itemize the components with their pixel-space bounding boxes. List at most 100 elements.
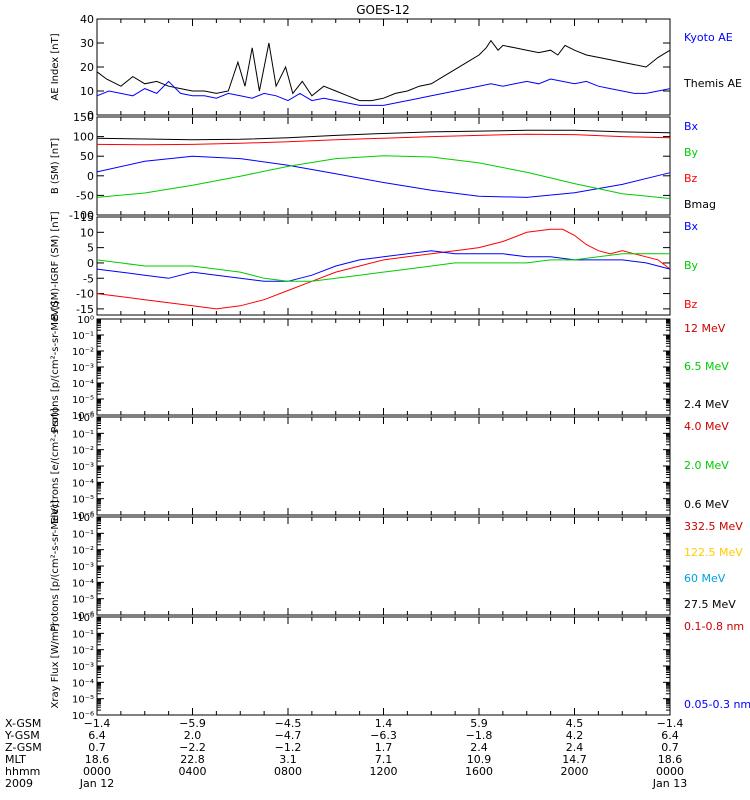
y-tick-label: 10⁻² xyxy=(72,646,94,657)
y-tick-label: 10⁻⁶ xyxy=(72,511,94,522)
y-tick-label: 10 xyxy=(80,85,94,98)
legend-label: 122.5 MeV xyxy=(684,546,743,559)
y-axis-label: Electrons [e/(cm²-s-sr)] xyxy=(50,408,61,524)
y-tick-label: 10⁻⁴ xyxy=(72,578,94,589)
table-cell: 2.0 xyxy=(184,729,202,742)
y-tick-label: 10⁻³ xyxy=(72,363,94,374)
table-cell: 4.2 xyxy=(566,729,584,742)
y-tick-label: 10⁻² xyxy=(72,347,94,358)
table-cell: 0.7 xyxy=(88,741,106,754)
panel-frame xyxy=(96,616,671,716)
series-line-bsm-bz xyxy=(96,133,671,146)
panel-frame xyxy=(96,416,671,516)
legend-label: Bmag xyxy=(684,198,716,211)
legend-label: 0.1-0.8 nm xyxy=(684,620,744,633)
y-tick-label: 10⁰ xyxy=(77,413,94,424)
legend-label: Bz xyxy=(684,172,698,185)
y-tick-label: 40 xyxy=(80,13,94,26)
y-tick-label: -100 xyxy=(69,209,94,222)
panel-ae: 0 10 20 30 40 AE Index [nT] Kyoto AE Themis AE xyxy=(50,13,742,122)
table-cell: −2.2 xyxy=(179,741,206,754)
legend-label: By xyxy=(684,146,699,159)
table-cell: −1.8 xyxy=(466,729,493,742)
legend-label: By xyxy=(684,259,699,272)
y-axis-label: Protons [p/(cm²-s-sr-MeV)] xyxy=(50,301,61,433)
chart-title: GOES-12 xyxy=(356,3,410,17)
panel-frame xyxy=(96,116,671,216)
table-cell: 3.1 xyxy=(279,753,297,766)
legend-label: 332.5 MeV xyxy=(684,520,743,533)
panel-frame xyxy=(96,318,671,416)
table-cell: Jan 12 xyxy=(79,777,114,790)
y-tick-label: 10⁻³ xyxy=(72,562,94,573)
y-tick-label: 10⁻¹ xyxy=(72,429,94,440)
y-tick-label: 100 xyxy=(73,131,94,144)
y-tick-label: 10⁰ xyxy=(77,315,94,326)
y-tick-label: 10⁻⁴ xyxy=(72,678,94,689)
table-cell: 0000 xyxy=(83,765,111,778)
y-tick-label: 0 xyxy=(87,170,94,183)
legend-label: Bx xyxy=(684,220,699,233)
y-tick-label: 10⁻⁴ xyxy=(72,379,94,390)
y-tick-label: 0 xyxy=(87,109,94,122)
y-tick-label: 30 xyxy=(80,37,94,50)
table-cell: 1200 xyxy=(370,765,398,778)
y-axis-label: AE Index [nT] xyxy=(50,33,61,100)
table-row-label: 2009 xyxy=(5,777,33,790)
panel-protons_high: 10⁻⁶ 10⁻⁵ 10⁻⁴ 10⁻³ 10⁻² 10⁻¹ 10⁰ Protons [p/(c… xyxy=(50,500,743,632)
y-tick-label: 10⁻⁵ xyxy=(72,395,94,406)
series-line-bsm-by xyxy=(96,155,671,199)
y-tick-label: 5 xyxy=(87,242,94,255)
table-cell: 18.6 xyxy=(658,753,683,766)
y-tick-label: 10⁻⁶ xyxy=(72,411,94,422)
table-cell: 4.5 xyxy=(566,717,584,730)
y-tick-label: 10⁰ xyxy=(77,513,94,524)
y-tick-label: 50 xyxy=(80,150,94,163)
legend-label: 0.05-0.3 nm xyxy=(684,698,750,711)
panel-frame xyxy=(96,18,671,116)
y-tick-label: 10⁻⁵ xyxy=(72,695,94,706)
table-cell: 0800 xyxy=(274,765,302,778)
table-cell: 1.7 xyxy=(375,741,393,754)
y-tick-label: 10⁻³ xyxy=(72,462,94,473)
y-tick-label: 10⁻³ xyxy=(72,662,94,673)
y-axis-label: Xray Flux [W/m²] xyxy=(50,623,61,708)
y-tick-label: 10⁻⁵ xyxy=(72,595,94,606)
panel-electrons: 10⁻⁶ 10⁻⁵ 10⁻⁴ 10⁻³ 10⁻² 10⁻¹ 10⁰ Electrons [e/… xyxy=(50,408,729,524)
table-cell: 1600 xyxy=(465,765,493,778)
table-row-label: Y-GSM xyxy=(4,729,40,742)
series-line-bsm_igrf-bz xyxy=(96,228,671,310)
table-cell: 10.9 xyxy=(467,753,492,766)
table-cell: 5.9 xyxy=(470,717,488,730)
y-tick-label: 10⁻¹ xyxy=(72,629,94,640)
y-tick-label: 10⁻² xyxy=(72,546,94,557)
table-cell: 18.6 xyxy=(85,753,110,766)
legend-label: 6.5 MeV xyxy=(684,360,729,373)
y-tick-label: 10⁻⁶ xyxy=(72,711,94,722)
series-line-ae-themis-ae xyxy=(96,39,671,102)
table-cell: 6.4 xyxy=(661,729,679,742)
y-axis-label: B (SM)-IGRF (SM) [nT] xyxy=(50,211,61,320)
table-row-label: Z-GSM xyxy=(5,741,42,754)
y-axis-label: Protons [p/(cm²-s-sr-MeV)] xyxy=(50,500,61,632)
table-row-label: X-GSM xyxy=(5,717,41,730)
series-line-bsm_igrf-by xyxy=(96,253,670,282)
table-cell: 2000 xyxy=(561,765,589,778)
table-cell: 7.1 xyxy=(375,753,393,766)
table-cell: −5.9 xyxy=(179,717,206,730)
y-tick-label: 10⁻⁶ xyxy=(72,611,94,622)
legend-label: 60 MeV xyxy=(684,572,726,585)
table-cell: −1.2 xyxy=(275,741,302,754)
legend-label: 2.4 MeV xyxy=(684,398,729,411)
table-cell: 2.4 xyxy=(566,741,584,754)
table-cell: 0000 xyxy=(656,765,684,778)
y-tick-label: 15 xyxy=(80,211,94,224)
x-axis-orbit-table: X-GSMY-GSMZ-GSMMLThhmm2009−1.46.40.718.6… xyxy=(4,717,687,790)
y-tick-label: -10 xyxy=(76,288,94,301)
y-tick-label: 10⁰ xyxy=(77,613,94,624)
table-row-label: MLT xyxy=(5,753,26,766)
y-tick-label: 0 xyxy=(87,257,94,270)
y-tick-label: 150 xyxy=(73,111,94,124)
